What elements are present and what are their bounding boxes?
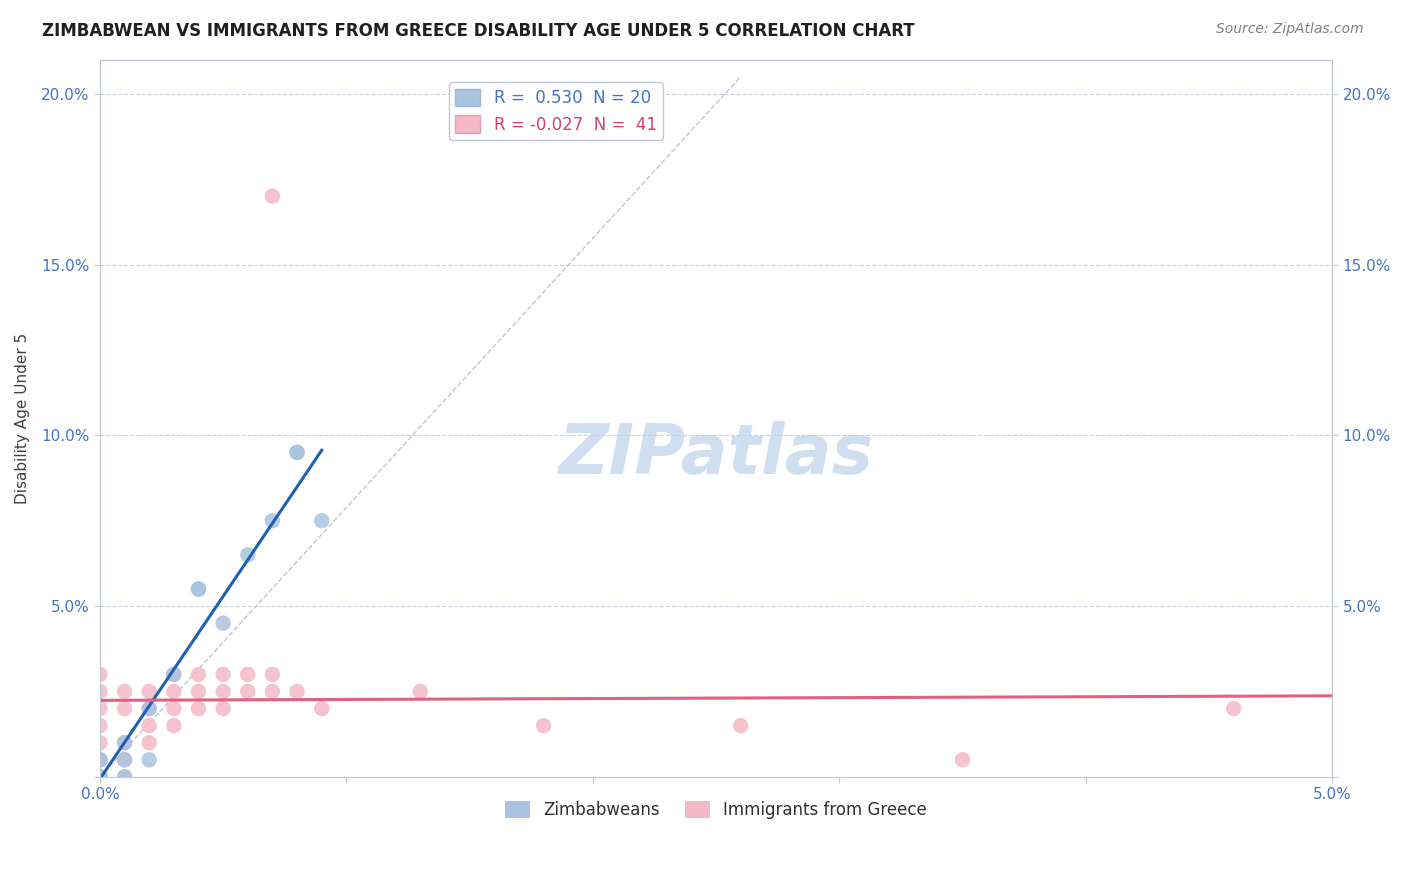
- Point: [163, 718, 186, 732]
- Point: [163, 667, 186, 681]
- Point: [114, 736, 136, 750]
- Point: [89, 718, 111, 732]
- Y-axis label: Disability Age Under 5: Disability Age Under 5: [15, 333, 30, 504]
- Point: [114, 753, 136, 767]
- Point: [285, 445, 308, 459]
- Point: [163, 684, 186, 698]
- Point: [1222, 701, 1244, 715]
- Point: [187, 701, 209, 715]
- Point: [138, 701, 160, 715]
- Point: [89, 770, 111, 784]
- Text: ZIPatlas: ZIPatlas: [558, 421, 873, 488]
- Point: [89, 753, 111, 767]
- Point: [163, 667, 186, 681]
- Point: [187, 667, 209, 681]
- Point: [730, 718, 752, 732]
- Text: Source: ZipAtlas.com: Source: ZipAtlas.com: [1216, 22, 1364, 37]
- Point: [114, 770, 136, 784]
- Point: [138, 753, 160, 767]
- Point: [114, 770, 136, 784]
- Point: [262, 514, 284, 528]
- Point: [262, 684, 284, 698]
- Point: [114, 753, 136, 767]
- Point: [187, 684, 209, 698]
- Point: [212, 616, 235, 631]
- Point: [89, 684, 111, 698]
- Point: [187, 582, 209, 596]
- Point: [311, 514, 333, 528]
- Point: [114, 684, 136, 698]
- Point: [952, 753, 974, 767]
- Text: ZIMBABWEAN VS IMMIGRANTS FROM GREECE DISABILITY AGE UNDER 5 CORRELATION CHART: ZIMBABWEAN VS IMMIGRANTS FROM GREECE DIS…: [42, 22, 915, 40]
- Point: [409, 684, 432, 698]
- Point: [212, 667, 235, 681]
- Point: [285, 445, 308, 459]
- Point: [533, 718, 555, 732]
- Point: [212, 701, 235, 715]
- Point: [89, 667, 111, 681]
- Point: [89, 770, 111, 784]
- Point: [89, 770, 111, 784]
- Point: [89, 753, 111, 767]
- Point: [236, 548, 259, 562]
- Point: [114, 701, 136, 715]
- Legend: Zimbabweans, Immigrants from Greece: Zimbabweans, Immigrants from Greece: [498, 795, 934, 826]
- Point: [89, 736, 111, 750]
- Point: [212, 684, 235, 698]
- Point: [311, 701, 333, 715]
- Point: [89, 770, 111, 784]
- Point: [138, 718, 160, 732]
- Point: [114, 736, 136, 750]
- Point: [285, 684, 308, 698]
- Point: [89, 753, 111, 767]
- Point: [138, 701, 160, 715]
- Point: [89, 770, 111, 784]
- Point: [138, 684, 160, 698]
- Point: [187, 582, 209, 596]
- Point: [262, 189, 284, 203]
- Point: [138, 736, 160, 750]
- Point: [236, 667, 259, 681]
- Point: [89, 701, 111, 715]
- Point: [163, 701, 186, 715]
- Point: [89, 770, 111, 784]
- Point: [262, 667, 284, 681]
- Point: [236, 684, 259, 698]
